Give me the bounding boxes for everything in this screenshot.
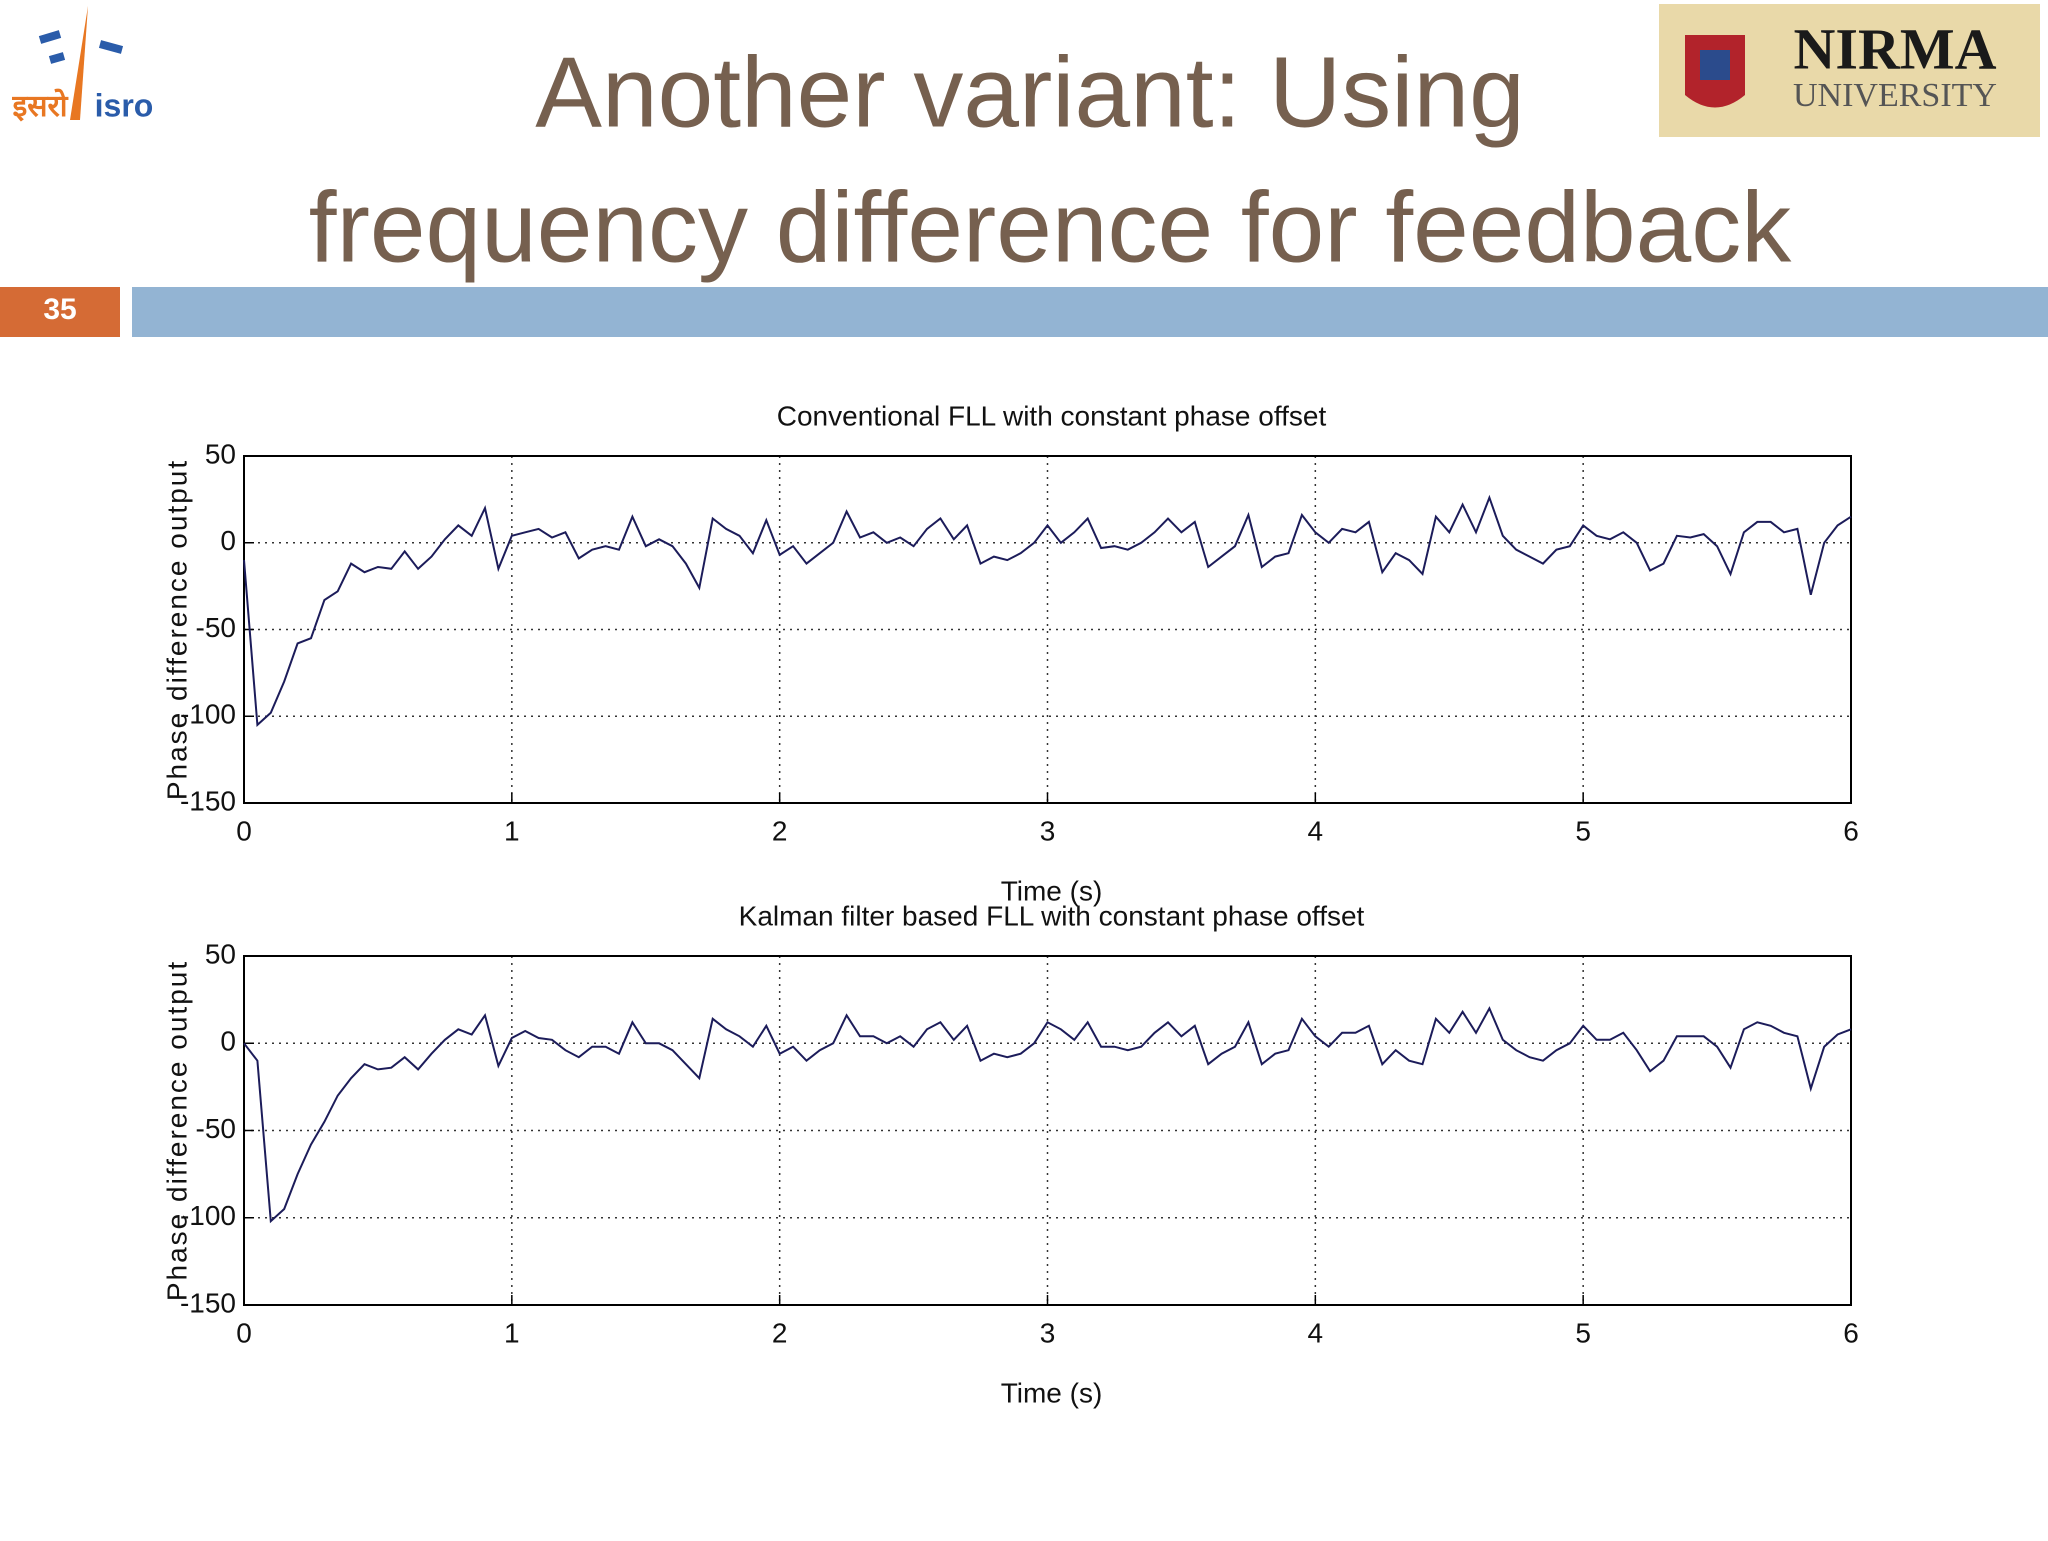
y-tick-label: -100 xyxy=(180,699,236,730)
x-tick-label: 3 xyxy=(1040,815,1056,846)
x-tick-label: 5 xyxy=(1575,1317,1591,1348)
x-tick-label: 2 xyxy=(772,1317,788,1348)
x-tick-label: 4 xyxy=(1308,815,1324,846)
isro-hindi: इसरो xyxy=(11,88,68,123)
x-tick-label: 0 xyxy=(236,815,252,846)
title-line: Another variant: Using xyxy=(535,36,1524,148)
x-axis-label: Time (s) xyxy=(1001,1377,1103,1408)
isro-text: isro xyxy=(95,87,154,123)
number-box xyxy=(0,287,120,337)
x-tick-label: 0 xyxy=(236,1317,252,1348)
y-tick-label: -150 xyxy=(180,1287,236,1318)
y-tick-label: -150 xyxy=(180,785,236,816)
x-axis-label: Time (s) xyxy=(1001,875,1103,906)
x-tick-label: 6 xyxy=(1843,1317,1859,1348)
data-line xyxy=(243,494,1852,727)
x-tick-label: 6 xyxy=(1843,815,1859,846)
nirma-logo: NIRMA UNIVERSITY xyxy=(1659,4,2040,137)
x-tick-label: 5 xyxy=(1575,815,1591,846)
header-bar xyxy=(132,287,2048,337)
chart-title: Kalman filter based FLL with constant ph… xyxy=(739,900,1365,931)
y-tick-label: 50 xyxy=(205,938,236,969)
rocket xyxy=(70,6,88,120)
y-axis-label: Phase difference output xyxy=(161,459,192,800)
data-line xyxy=(243,1006,1852,1224)
y-axis-label: Phase difference output xyxy=(161,960,192,1301)
y-tick-label: -50 xyxy=(196,1113,236,1144)
university: UNIVERSITY xyxy=(1793,77,1997,114)
isro-logo: इसरो isro xyxy=(11,6,153,123)
x-tick-label: 1 xyxy=(504,1317,520,1348)
x-tick-label: 3 xyxy=(1040,1317,1056,1348)
stars xyxy=(38,30,124,64)
title-line: frequency difference for feedback xyxy=(309,171,1792,283)
y-tick-label: 50 xyxy=(205,438,236,469)
chart-title: Conventional FLL with constant phase off… xyxy=(777,400,1327,431)
y-tick-label: -100 xyxy=(180,1200,236,1231)
x-tick-label: 1 xyxy=(504,815,520,846)
plot-frame xyxy=(243,455,1852,804)
nirma: NIRMA xyxy=(1794,16,1997,81)
slide-number: 35 xyxy=(43,293,76,326)
x-tick-label: 4 xyxy=(1308,1317,1324,1348)
plot-frame xyxy=(243,955,1852,1306)
y-tick-label: -50 xyxy=(196,612,236,643)
y-tick-label: 0 xyxy=(220,1026,236,1057)
chart: Conventional FLL with constant phase off… xyxy=(161,400,1858,906)
crest-inner xyxy=(1700,50,1730,80)
y-tick-label: 0 xyxy=(220,525,236,556)
x-tick-label: 2 xyxy=(772,815,788,846)
chart: Kalman filter based FLL with constant ph… xyxy=(161,900,1858,1408)
